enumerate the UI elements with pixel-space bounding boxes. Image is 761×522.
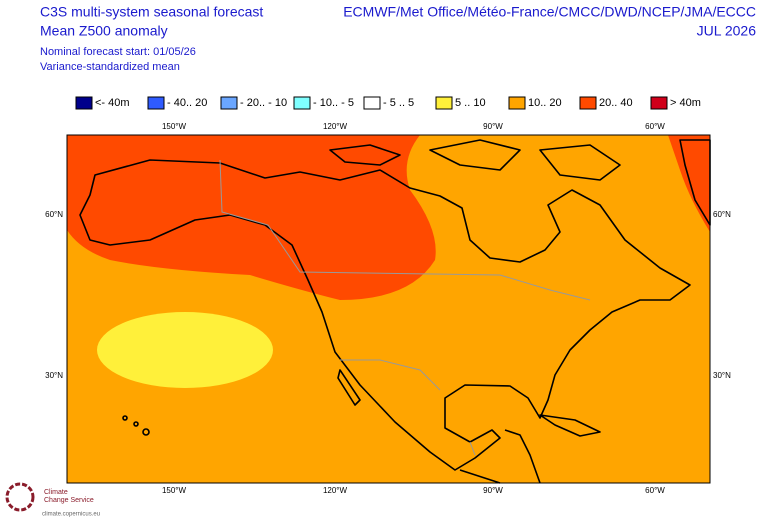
legend-swatch bbox=[650, 96, 668, 110]
legend-label: 10.. 20 bbox=[528, 97, 562, 109]
lon-label: 120°W bbox=[323, 122, 348, 131]
legend-label: - 5 .. 5 bbox=[383, 97, 414, 109]
legend-label: 20.. 40 bbox=[599, 97, 633, 109]
legend-label: 5 .. 10 bbox=[455, 97, 486, 109]
title: Mean Z500 anomaly bbox=[40, 23, 168, 39]
lon-label: 90°W bbox=[483, 486, 503, 495]
legend-swatch bbox=[75, 96, 93, 110]
coastline bbox=[459, 429, 541, 484]
subtitle: Nominal forecast start: 01/05/26 bbox=[40, 46, 196, 58]
legend-swatch bbox=[147, 96, 165, 110]
island bbox=[142, 428, 150, 436]
lon-label: 120°W bbox=[323, 486, 348, 495]
lon-label: 60°W bbox=[645, 486, 665, 495]
title: C3S multi-system seasonal forecast bbox=[40, 4, 263, 20]
valid-month: JUL 2026 bbox=[697, 23, 757, 39]
map-frame bbox=[66, 134, 711, 484]
legend-swatch bbox=[579, 96, 597, 110]
legend-swatch bbox=[508, 96, 526, 110]
subtitle: Variance-standardized mean bbox=[40, 61, 180, 73]
legend-swatch bbox=[363, 96, 381, 110]
coastline bbox=[79, 159, 691, 471]
logo: Climate Change Service climate.copernicu… bbox=[5, 482, 100, 518]
legend-label: > 40m bbox=[670, 97, 701, 109]
coastline bbox=[337, 369, 601, 437]
legend-label: - 40.. 20 bbox=[167, 97, 207, 109]
lon-label: 90°W bbox=[483, 122, 503, 131]
lat-label: 30°N bbox=[713, 371, 731, 380]
legend-label: - 10.. - 5 bbox=[313, 97, 354, 109]
lon-label: 150°W bbox=[162, 122, 187, 131]
legend-swatch bbox=[293, 96, 311, 110]
lat-label: 30°N bbox=[45, 371, 63, 380]
coastline bbox=[329, 139, 711, 226]
legend: <- 40m - 40.. 20 - 20.. - 10 - 10.. - 5 - 5 … bbox=[75, 96, 701, 110]
legend-label: <- 40m bbox=[95, 97, 130, 109]
legend-label: - 20.. - 10 bbox=[240, 97, 287, 109]
logo-mark bbox=[5, 482, 35, 512]
anomaly-area bbox=[97, 312, 273, 388]
lon-label: 60°W bbox=[645, 122, 665, 131]
sources: ECMWF/Met Office/Météo-France/CMCC/DWD/N… bbox=[343, 4, 756, 20]
legend-swatch bbox=[220, 96, 238, 110]
logo-text: Climate bbox=[44, 489, 68, 496]
logo-text: Change Service bbox=[44, 497, 94, 504]
border bbox=[219, 159, 591, 456]
island bbox=[122, 415, 128, 421]
lon-label: 150°W bbox=[162, 486, 187, 495]
lat-label: 60°N bbox=[45, 210, 63, 219]
anomaly-area bbox=[67, 135, 436, 300]
logo-url: climate.copernicus.eu bbox=[42, 512, 100, 518]
lat-label: 60°N bbox=[713, 210, 731, 219]
legend-swatch bbox=[435, 96, 453, 110]
map: 150°W 150°W 120°W 120°W 90°W 90°W 60°W 60°W 60°N… bbox=[45, 122, 731, 495]
island bbox=[133, 421, 139, 427]
